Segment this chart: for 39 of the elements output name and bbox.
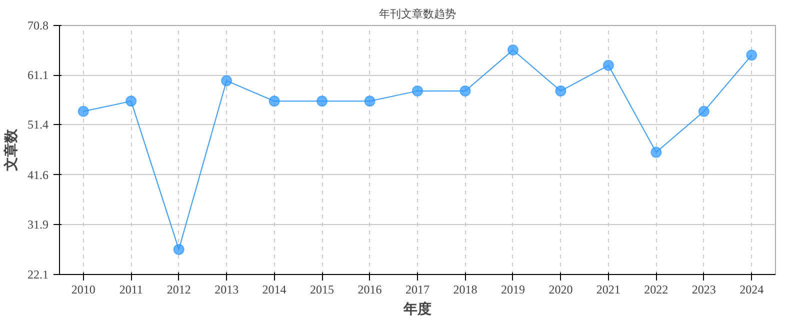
point bbox=[364, 96, 376, 107]
x-tick-label: 2017 bbox=[406, 282, 430, 296]
point bbox=[221, 75, 232, 86]
y-tick-label: 51.4 bbox=[28, 118, 48, 132]
x-tick-label: 2013 bbox=[214, 282, 239, 296]
x-tick-label: 2015 bbox=[310, 282, 334, 296]
point bbox=[507, 44, 518, 56]
chart-title: 年刊文章数趋势 bbox=[379, 8, 456, 20]
x-axis-title: 年度 bbox=[402, 300, 432, 318]
point bbox=[602, 60, 614, 71]
point bbox=[78, 106, 89, 117]
x-tick-label: 2012 bbox=[166, 282, 191, 296]
x-tick-label: 2024 bbox=[740, 282, 764, 296]
y-tick-label: 22.1 bbox=[28, 268, 48, 282]
x-tick-label: 2023 bbox=[692, 282, 716, 296]
y-axis-title: 文章数 bbox=[2, 128, 20, 172]
point bbox=[126, 96, 137, 107]
x-tick-label: 2014 bbox=[262, 282, 286, 296]
x-tick-label: 2019 bbox=[500, 282, 525, 296]
x-tick-label: 2020 bbox=[548, 282, 573, 296]
x-tick-label: 2011 bbox=[119, 282, 143, 296]
point bbox=[698, 106, 710, 117]
x-tick-label: 2010 bbox=[71, 282, 96, 296]
point bbox=[746, 50, 758, 61]
x-tick-label: 2016 bbox=[358, 282, 382, 296]
x-tick-label: 2022 bbox=[644, 282, 668, 296]
point bbox=[650, 146, 662, 158]
point bbox=[412, 85, 423, 96]
point bbox=[555, 85, 566, 96]
point bbox=[173, 244, 184, 255]
point bbox=[268, 96, 280, 107]
x-tick-label: 2021 bbox=[596, 282, 620, 296]
y-tick-label: 31.9 bbox=[28, 217, 48, 232]
x-tick-label: 2018 bbox=[453, 282, 478, 296]
y-tick-label: 41.6 bbox=[28, 168, 48, 182]
y-tick-label: 70.8 bbox=[28, 18, 48, 32]
point bbox=[316, 96, 328, 107]
point bbox=[460, 85, 471, 96]
y-tick-label: 61.1 bbox=[28, 68, 48, 82]
